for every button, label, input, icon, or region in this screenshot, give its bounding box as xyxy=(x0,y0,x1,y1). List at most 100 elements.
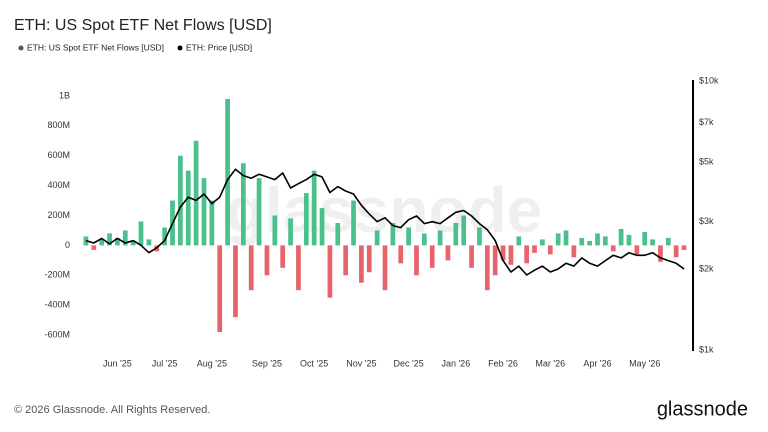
bar xyxy=(256,178,262,246)
bar xyxy=(303,193,309,246)
logo: glassnode xyxy=(657,398,748,420)
y-tick-label: -400M xyxy=(44,300,70,310)
y-tick-label: -200M xyxy=(44,270,70,280)
x-tick-label: Aug '25 xyxy=(197,358,227,368)
bar xyxy=(406,227,411,246)
bar xyxy=(508,245,514,265)
bar xyxy=(296,245,301,291)
y2-tick-label: $10k xyxy=(699,75,719,85)
bar xyxy=(359,245,364,283)
x-tick-label: Oct '25 xyxy=(300,358,328,368)
bar xyxy=(540,239,545,246)
x-tick-label: Jun '25 xyxy=(103,358,132,368)
bar xyxy=(484,245,490,291)
bar xyxy=(421,233,427,246)
bar xyxy=(547,245,553,255)
bar xyxy=(374,230,380,246)
x-tick-label: Feb '26 xyxy=(488,358,518,368)
bar xyxy=(327,245,333,298)
x-tick-label: Dec '25 xyxy=(393,358,423,368)
y-tick-label: 600M xyxy=(47,150,70,160)
bar xyxy=(469,245,474,268)
bar xyxy=(240,163,246,246)
y2-tick-label: $7k xyxy=(699,117,714,127)
x-tick-label: Jul '25 xyxy=(152,358,178,368)
bar xyxy=(571,245,577,258)
y-tick-label: 200M xyxy=(47,210,70,220)
bar xyxy=(366,245,372,273)
bar xyxy=(673,245,679,258)
bar xyxy=(193,140,199,246)
y2-tick-label: $5k xyxy=(699,156,714,166)
bar xyxy=(650,239,655,246)
y-tick-label: 0 xyxy=(65,240,70,250)
x-tick-label: Sep '25 xyxy=(252,358,282,368)
bar xyxy=(264,245,270,276)
bar xyxy=(162,227,167,246)
legend-label: ETH: US Spot ETF Net Flows [USD] xyxy=(27,42,164,52)
bar xyxy=(492,245,498,276)
bar xyxy=(91,245,97,250)
bar xyxy=(587,240,592,246)
bar xyxy=(642,231,648,246)
bar xyxy=(217,245,223,333)
bar xyxy=(225,98,230,246)
bar xyxy=(634,245,640,255)
bar xyxy=(626,234,632,246)
bar xyxy=(398,245,404,264)
y-tick-label: 400M xyxy=(47,180,70,190)
bar xyxy=(477,227,482,246)
y2-tick-label: $1k xyxy=(699,344,714,354)
bar xyxy=(99,239,105,246)
bar xyxy=(185,170,191,246)
bar xyxy=(233,245,238,318)
bar xyxy=(335,222,341,246)
bar xyxy=(201,178,207,246)
bar xyxy=(319,208,325,246)
bar xyxy=(500,245,506,261)
bar xyxy=(555,233,561,246)
bar xyxy=(658,245,663,262)
bar xyxy=(665,237,671,246)
chart-title: ETH: US Spot ETF Net Flows [USD] xyxy=(14,17,272,34)
bar xyxy=(382,245,388,291)
bar xyxy=(437,230,443,246)
bar xyxy=(248,245,254,291)
bar xyxy=(563,230,569,246)
y-tick-label: -600M xyxy=(44,329,70,339)
bar xyxy=(461,215,467,246)
bar xyxy=(524,245,530,264)
bar xyxy=(130,240,136,246)
bar xyxy=(681,245,687,250)
bar xyxy=(445,245,451,261)
bar xyxy=(579,237,585,246)
x-tick-label: May '26 xyxy=(629,358,660,368)
y2-tick-label: $2k xyxy=(699,263,714,273)
x-tick-label: Nov '25 xyxy=(346,358,376,368)
x-tick-label: Mar '26 xyxy=(535,358,565,368)
legend-marker xyxy=(18,45,24,51)
bar xyxy=(429,245,435,268)
bar xyxy=(209,200,215,246)
y-tick-label: 1B xyxy=(59,90,70,100)
x-tick-label: Apr '26 xyxy=(583,358,611,368)
bar xyxy=(272,215,278,246)
bar xyxy=(414,245,419,276)
bar xyxy=(603,236,608,246)
y2-tick-label: $3k xyxy=(699,216,714,226)
bar xyxy=(311,170,317,246)
bar xyxy=(532,245,537,253)
bar xyxy=(107,233,112,246)
bar xyxy=(288,218,293,246)
bar xyxy=(610,245,616,252)
price-line xyxy=(85,168,685,276)
bar xyxy=(115,237,120,246)
bar xyxy=(146,239,152,246)
legend-marker xyxy=(177,45,183,51)
bar xyxy=(138,221,144,246)
y-tick-label: 800M xyxy=(47,120,70,130)
bar xyxy=(453,222,459,246)
bar xyxy=(178,155,183,246)
bar xyxy=(280,245,286,268)
